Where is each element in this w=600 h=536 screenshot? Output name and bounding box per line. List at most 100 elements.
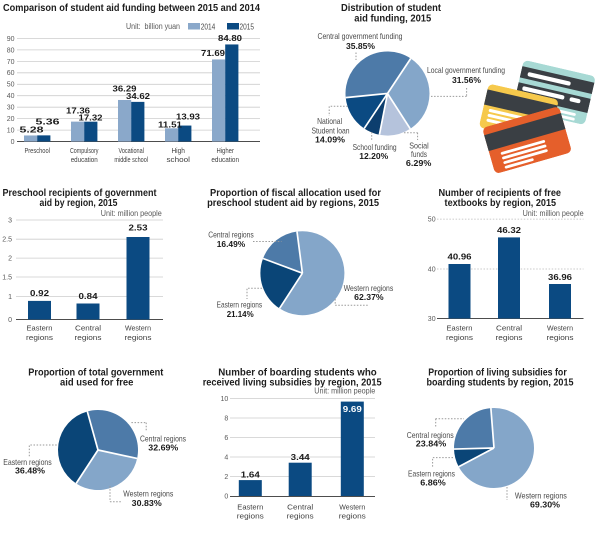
svg-text:71.69: 71.69: [201, 49, 226, 58]
svg-text:10: 10: [221, 396, 229, 403]
svg-text:Central: Central: [287, 502, 313, 511]
svg-text:30: 30: [7, 105, 15, 112]
svg-text:84.80: 84.80: [218, 34, 243, 43]
svg-text:0: 0: [8, 317, 12, 324]
svg-text:30.83%: 30.83%: [132, 498, 162, 508]
svg-text:regions: regions: [339, 512, 366, 521]
svg-text:3.44: 3.44: [291, 453, 311, 462]
svg-text:aid used for free: aid used for free: [60, 376, 134, 388]
svg-text:6.29%: 6.29%: [406, 158, 432, 168]
svg-text:Preschool recipients of govern: Preschool recipients of government: [3, 187, 157, 199]
svg-text:Unit: billion yuan: Unit: billion yuan: [126, 22, 180, 31]
svg-text:preschool student aid by regio: preschool student aid by regions, 2015: [207, 197, 379, 209]
svg-text:regions: regions: [125, 333, 152, 342]
svg-text:Distribution of student: Distribution of student: [341, 2, 441, 14]
svg-text:Western regions: Western regions: [344, 283, 394, 293]
svg-text:36.96: 36.96: [548, 273, 573, 282]
svg-text:3: 3: [8, 217, 12, 224]
svg-text:8: 8: [224, 415, 228, 422]
svg-text:Unit: million people: Unit: million people: [314, 386, 375, 395]
svg-text:regions: regions: [496, 333, 523, 342]
svg-text:5.36: 5.36: [36, 118, 61, 127]
svg-text:10: 10: [7, 127, 15, 134]
svg-text:Unit: million people: Unit: million people: [523, 209, 584, 218]
svg-text:0: 0: [11, 139, 15, 146]
svg-text:5.28: 5.28: [20, 126, 45, 135]
svg-text:4: 4: [224, 454, 228, 461]
svg-text:Local government funding: Local government funding: [427, 65, 505, 75]
svg-text:regions: regions: [547, 333, 574, 342]
svg-text:90: 90: [7, 36, 15, 43]
svg-text:2: 2: [224, 474, 228, 481]
svg-text:21.14%: 21.14%: [227, 309, 254, 319]
svg-text:Comparison of student aid fund: Comparison of student aid funding betwee…: [3, 2, 260, 14]
svg-text:Western: Western: [339, 502, 365, 511]
svg-text:regions: regions: [237, 512, 264, 521]
svg-text:35.85%: 35.85%: [346, 41, 375, 51]
svg-text:education: education: [71, 155, 98, 164]
svg-text:60: 60: [7, 70, 15, 77]
svg-text:Eastern regions: Eastern regions: [217, 300, 263, 310]
svg-text:1.5: 1.5: [2, 274, 12, 281]
svg-text:36.48%: 36.48%: [15, 465, 45, 475]
svg-text:12.20%: 12.20%: [359, 151, 388, 161]
svg-text:aid funding, 2015: aid funding, 2015: [354, 13, 431, 25]
svg-text:funds: funds: [411, 149, 427, 159]
svg-text:14.09%: 14.09%: [315, 135, 345, 145]
svg-text:National: National: [317, 116, 342, 126]
svg-text:46.32: 46.32: [497, 226, 522, 235]
svg-text:6.86%: 6.86%: [420, 477, 446, 487]
svg-text:Higher: Higher: [216, 146, 234, 155]
svg-text:50: 50: [7, 82, 15, 89]
svg-text:aid by region, 2015: aid by region, 2015: [40, 197, 118, 209]
svg-text:32.69%: 32.69%: [148, 442, 178, 452]
svg-text:Central government funding: Central government funding: [318, 31, 403, 41]
svg-text:Proportion of living subsidies: Proportion of living subsidies for: [428, 366, 567, 378]
svg-text:Eastern: Eastern: [27, 324, 53, 333]
svg-text:middle school: middle school: [114, 155, 148, 164]
svg-text:11.51: 11.51: [158, 120, 183, 129]
svg-text:Western regions: Western regions: [515, 490, 567, 500]
svg-text:regions: regions: [287, 512, 314, 521]
svg-text:Eastern regions: Eastern regions: [3, 457, 52, 467]
svg-text:Central regions: Central regions: [407, 430, 454, 440]
svg-text:23.84%: 23.84%: [416, 438, 447, 448]
svg-text:34.62: 34.62: [126, 92, 151, 101]
svg-text:70: 70: [7, 59, 15, 66]
svg-text:Social: Social: [409, 141, 429, 151]
svg-text:Central regions: Central regions: [208, 230, 254, 240]
svg-text:1: 1: [8, 294, 12, 301]
svg-text:2015: 2015: [240, 23, 255, 32]
svg-text:9.69: 9.69: [343, 405, 363, 414]
svg-text:2: 2: [8, 256, 12, 263]
svg-text:40: 40: [7, 93, 15, 100]
svg-text:2.5: 2.5: [2, 237, 12, 244]
svg-text:0.84: 0.84: [79, 292, 99, 301]
svg-text:Preschool: Preschool: [24, 146, 50, 155]
svg-text:boarding students by region, 2: boarding students by region, 2015: [427, 376, 574, 388]
svg-text:40.96: 40.96: [448, 252, 473, 261]
svg-text:Unit: million people: Unit: million people: [101, 209, 162, 218]
svg-text:Proportion of total government: Proportion of total government: [28, 367, 163, 379]
svg-text:Western: Western: [125, 324, 151, 333]
svg-text:0: 0: [224, 493, 228, 500]
svg-text:received living subsidies by r: received living subsidies by region, 201…: [203, 376, 382, 388]
svg-text:Proportion of fiscal allocatio: Proportion of fiscal allocation used for: [210, 187, 381, 199]
svg-text:0.92: 0.92: [30, 289, 50, 298]
svg-text:2.53: 2.53: [129, 224, 149, 233]
svg-text:50: 50: [428, 217, 436, 224]
svg-text:30: 30: [428, 316, 436, 323]
svg-text:school: school: [167, 155, 191, 164]
svg-text:regions: regions: [446, 333, 473, 342]
svg-text:6: 6: [224, 435, 228, 442]
svg-text:69.30%: 69.30%: [530, 499, 560, 509]
svg-text:2014: 2014: [201, 23, 216, 32]
svg-text:40: 40: [428, 266, 436, 273]
svg-text:Central regions: Central regions: [140, 434, 186, 444]
svg-text:High: High: [171, 146, 185, 155]
svg-text:Central: Central: [75, 324, 101, 333]
svg-text:16.49%: 16.49%: [217, 239, 246, 249]
svg-text:80: 80: [7, 47, 15, 54]
svg-text:regions: regions: [26, 333, 53, 342]
svg-text:17.36: 17.36: [66, 106, 91, 115]
